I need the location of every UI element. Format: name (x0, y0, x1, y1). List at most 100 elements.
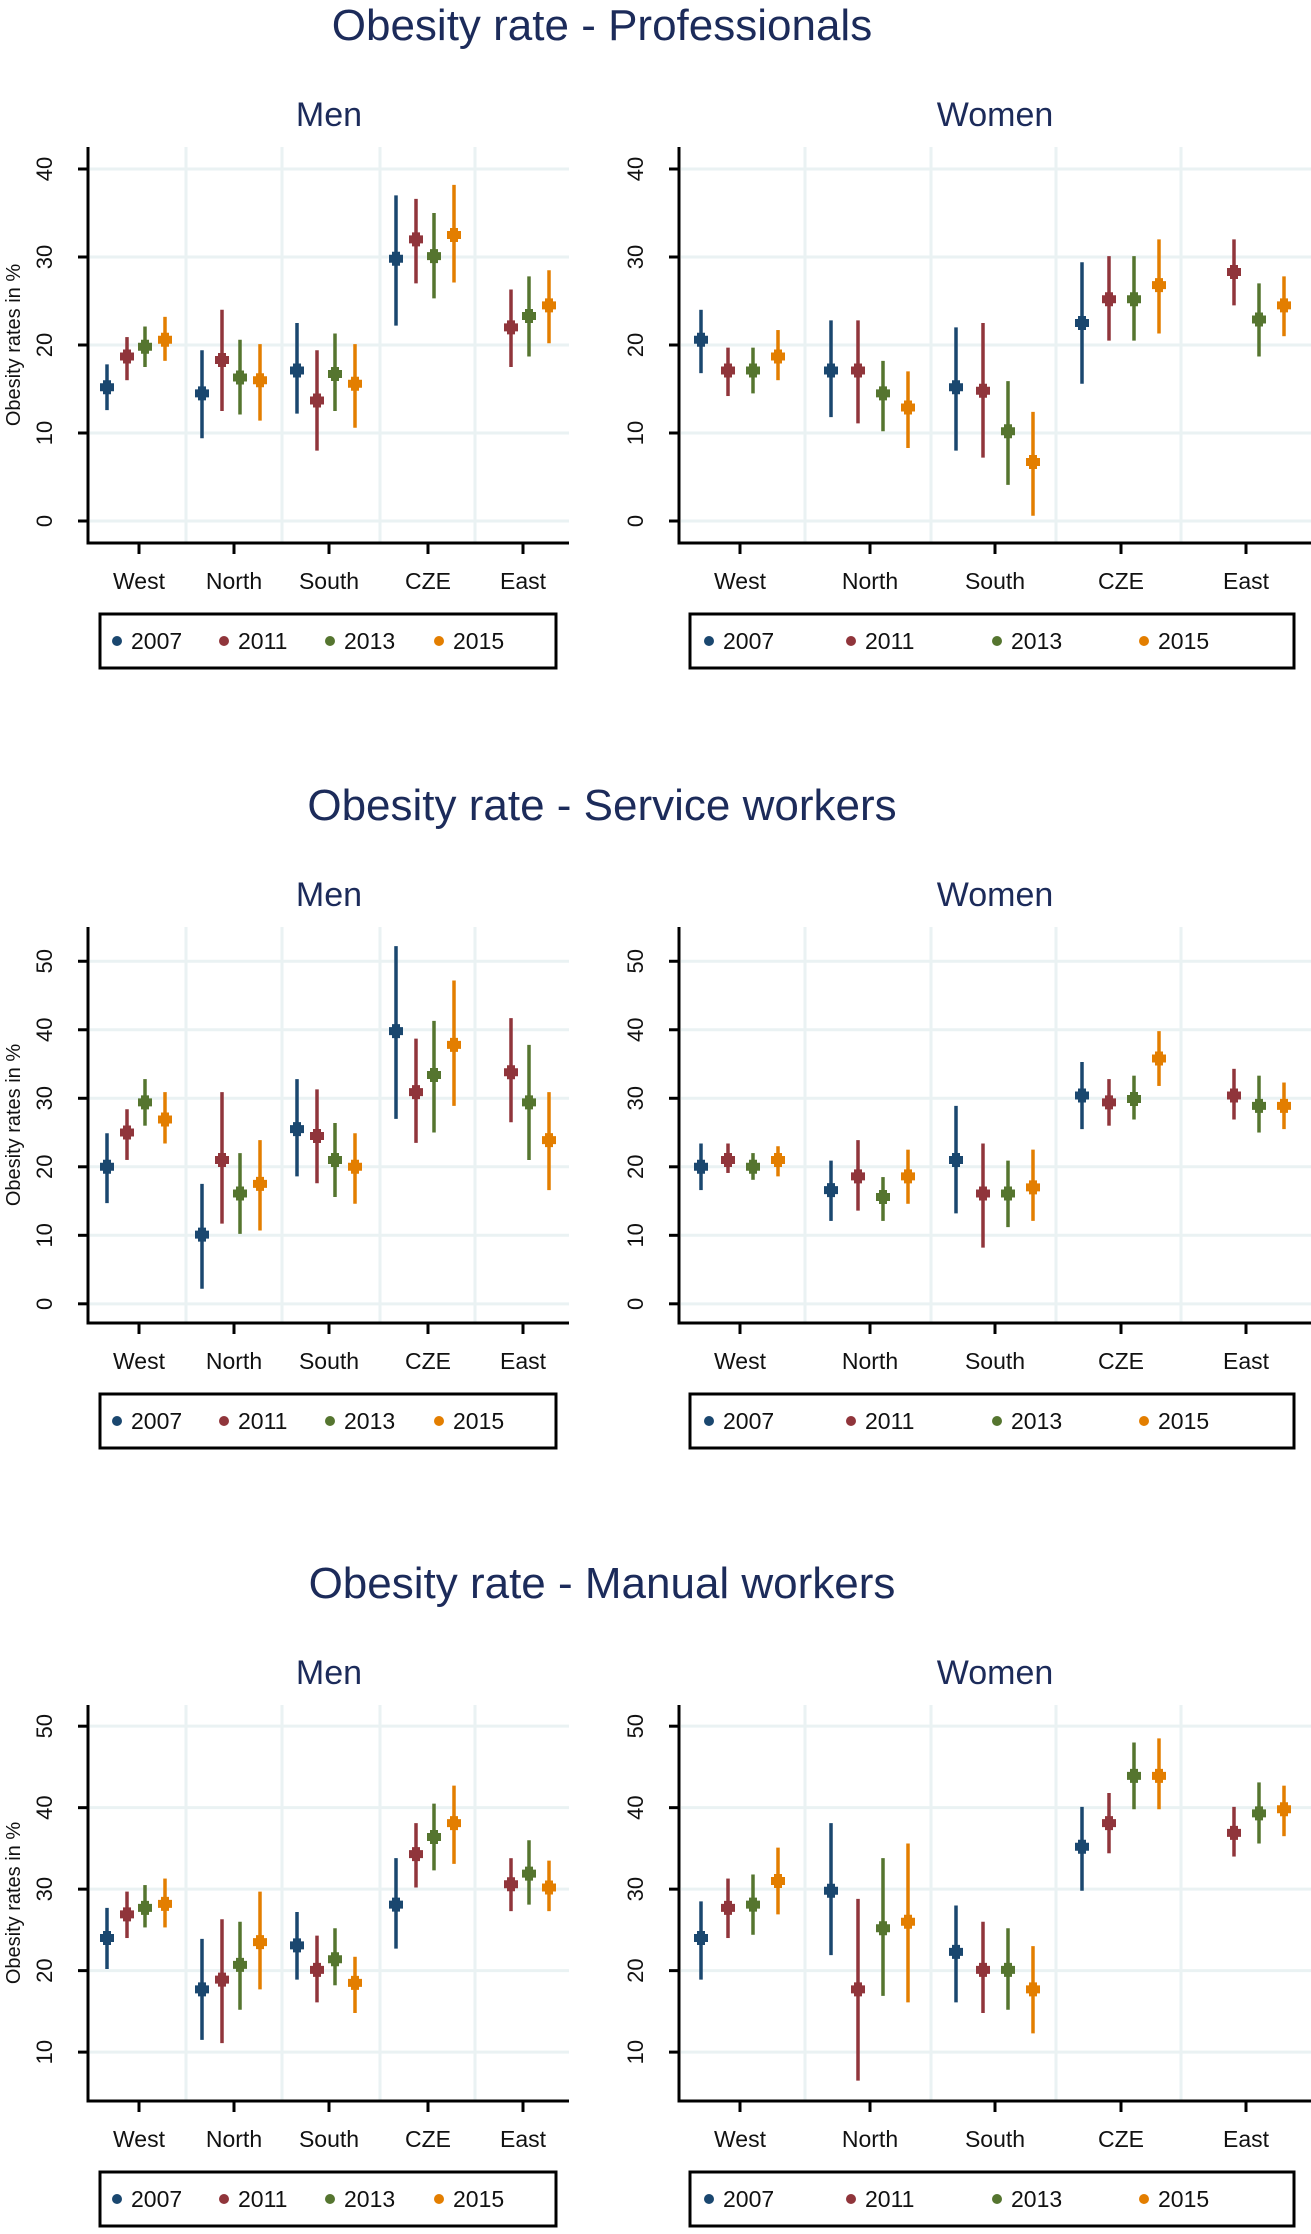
x-tick-label-north: North (842, 568, 898, 594)
panel-subtitle: Women (937, 96, 1054, 134)
legend-marker-2015 (1139, 2194, 1149, 2204)
point-2015 (447, 228, 461, 242)
x-tick-label-cze: CZE (405, 568, 451, 594)
point-2011 (504, 320, 518, 335)
point-2015 (542, 1880, 556, 1895)
y-tick-label: 0 (623, 515, 648, 527)
legend-marker-2013 (325, 2194, 335, 2204)
point-2013 (138, 1095, 152, 1110)
legend-marker-2015 (434, 1416, 444, 1426)
title-service-workers: Obesity rate - Service workers (307, 781, 896, 830)
panel-subtitle: Women (937, 876, 1054, 914)
point-2007 (824, 363, 838, 378)
point-2011 (310, 393, 324, 408)
x-tick-label-west: West (714, 1348, 767, 1374)
point-2015 (1026, 1982, 1040, 1997)
point-2015 (771, 349, 785, 364)
point-2015 (158, 1896, 172, 1911)
legend-label-2007: 2007 (723, 2186, 774, 2212)
panel-subtitle: Women (937, 1654, 1054, 1692)
point-2011 (721, 1152, 735, 1167)
legend-marker-2011 (846, 1416, 856, 1426)
legend-marker-2007 (704, 636, 714, 646)
point-2015 (771, 1152, 785, 1167)
x-tick-label-west: West (113, 2126, 166, 2152)
panel-women-0: Women 0 10 20 30 40 West North South CZE East 2007 2… (623, 96, 1311, 670)
legend-marker-2007 (112, 2194, 122, 2204)
legend-marker-2011 (846, 636, 856, 646)
y-tick-label: 20 (623, 1155, 648, 1179)
point-2007 (100, 380, 114, 395)
legend-marker-2013 (992, 1416, 1002, 1426)
point-2015 (1152, 278, 1166, 293)
y-tick-label: 0 (32, 515, 57, 527)
panel-subtitle: Men (296, 1654, 362, 1692)
point-2013 (1001, 1962, 1015, 1977)
legend-marker-2011 (219, 2194, 229, 2204)
point-2007 (389, 251, 403, 266)
x-tick-label-east: East (1223, 1348, 1270, 1374)
point-2011 (409, 232, 423, 247)
legend-label-2011: 2011 (238, 1408, 287, 1434)
y-tick-label: 20 (32, 1155, 57, 1179)
point-2015 (447, 1816, 461, 1831)
legend-marker-2011 (219, 1416, 229, 1426)
point-2015 (253, 1935, 267, 1950)
legend-label-2015: 2015 (453, 2186, 504, 2212)
x-tick-label-south: South (965, 568, 1025, 594)
point-2007 (1075, 1839, 1089, 1854)
point-2011 (1227, 1825, 1241, 1840)
point-2013 (233, 1957, 247, 1972)
y-tick-label: 30 (32, 1086, 57, 1110)
point-2013 (876, 1189, 890, 1204)
y-tick-label: 10 (623, 1223, 648, 1247)
point-2007 (694, 1159, 708, 1174)
point-2015 (158, 1112, 172, 1127)
legend-marker-2015 (434, 636, 444, 646)
point-2015 (447, 1037, 461, 1052)
x-tick-label-cze: CZE (1098, 2126, 1144, 2152)
point-2013 (138, 1900, 152, 1915)
point-2015 (1277, 1802, 1291, 1817)
point-2007 (824, 1183, 838, 1198)
legend-label-2013: 2013 (344, 2186, 395, 2212)
point-2011 (215, 1972, 229, 1987)
panel-women-1: Women 0 10 20 30 40 50 West North South CZE East 200… (623, 876, 1311, 1450)
point-2013 (746, 363, 760, 378)
legend-label-2011: 2011 (865, 1408, 914, 1434)
y-tick-label: 30 (32, 1877, 57, 1901)
legend-label-2013: 2013 (1011, 628, 1062, 654)
y-tick-label: 20 (623, 1958, 648, 1982)
point-2015 (1026, 455, 1040, 470)
point-2011 (409, 1847, 423, 1862)
point-2013 (427, 1830, 441, 1844)
y-tick-label: 10 (32, 1223, 57, 1247)
legend-label-2015: 2015 (453, 1408, 504, 1434)
x-tick-label-cze: CZE (405, 2126, 451, 2152)
legend-label-2007: 2007 (131, 1408, 182, 1434)
x-tick-label-west: West (714, 568, 767, 594)
y-tick-label: 40 (623, 1018, 648, 1042)
legend-label-2015: 2015 (1158, 2186, 1209, 2212)
point-2011 (851, 363, 865, 378)
point-2011 (721, 1900, 735, 1915)
y-axis-title: Obesity rates in % (3, 1822, 25, 1985)
point-2011 (409, 1085, 423, 1100)
x-tick-label-cze: CZE (405, 1348, 451, 1374)
point-2011 (120, 1125, 134, 1140)
point-2013 (1252, 1806, 1266, 1821)
point-2013 (427, 1067, 441, 1082)
point-2013 (233, 370, 247, 385)
point-2011 (976, 1186, 990, 1201)
legend-marker-2011 (219, 636, 229, 646)
point-2015 (901, 400, 915, 415)
legend-marker-2007 (112, 636, 122, 646)
legend-label-2011: 2011 (238, 628, 287, 654)
y-tick-label: 20 (623, 333, 648, 357)
y-tick-label: 50 (32, 949, 57, 973)
point-2013 (1001, 424, 1015, 439)
legend-label-2015: 2015 (1158, 1408, 1209, 1434)
legend-marker-2015 (1139, 636, 1149, 646)
point-2013 (876, 1921, 890, 1936)
